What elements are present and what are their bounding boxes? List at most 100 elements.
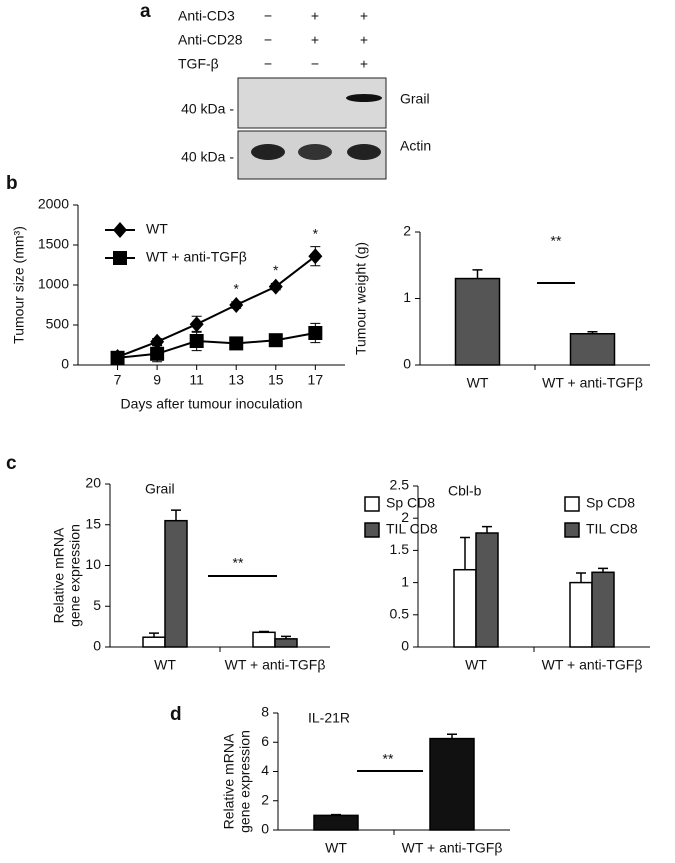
marker	[308, 326, 323, 340]
y-tick-label: 500	[46, 316, 70, 332]
chart-title: Grail	[145, 481, 175, 497]
y-tick-label: 2	[261, 791, 269, 807]
y-axis-label: Relative mRNA	[51, 527, 67, 623]
error-bar	[587, 331, 598, 334]
panel-letter: b	[6, 173, 18, 194]
error-bar	[281, 635, 291, 639]
y-tick-label: 0	[93, 638, 101, 654]
treatment-sign: −	[264, 32, 272, 48]
legend-label: Sp CD8	[386, 495, 435, 511]
marker	[229, 297, 244, 313]
error-bar	[447, 733, 457, 739]
y-tick-label: 1000	[38, 276, 69, 292]
x-tick-label: 15	[268, 372, 284, 388]
error-bar	[259, 630, 269, 633]
error-bar	[171, 509, 181, 521]
y-tick-label: 20	[85, 475, 101, 491]
band	[347, 144, 381, 160]
legend-label: TIL CD8	[386, 521, 438, 537]
y-tick-label: 1.5	[390, 541, 410, 557]
treatment-sign: −	[264, 8, 272, 24]
bar	[569, 332, 616, 366]
treatment-sign: +	[311, 8, 319, 24]
marker	[110, 350, 125, 365]
bar	[453, 568, 477, 648]
y-tick-label: 1	[403, 289, 411, 305]
y-axis-label: Tumour weight (g)	[353, 242, 369, 355]
treatment-sign: +	[360, 56, 368, 72]
legend-swatch	[364, 496, 380, 512]
panel-letter: c	[6, 453, 17, 474]
marker	[229, 336, 244, 351]
x-tick-label: WT + anti-TGFβ	[542, 657, 643, 673]
annotation: *	[273, 262, 279, 278]
marker	[150, 346, 165, 361]
y-tick-label: 0.5	[390, 606, 410, 622]
y-tick-label: 8	[261, 704, 269, 720]
chart-title: IL-21R	[308, 710, 350, 726]
x-tick-label: WT + anti-TGFβ	[225, 657, 326, 673]
x-tick-label: WT + anti-TGFβ	[402, 840, 503, 856]
y-axis-label: Relative mRNA	[221, 733, 237, 829]
treatment-label: TGF-β	[178, 56, 219, 72]
legend-label: WT + anti-TGFβ	[146, 249, 247, 265]
x-tick-label: WT	[154, 657, 176, 673]
bar	[591, 571, 615, 648]
y-tick-label: 6	[261, 733, 269, 749]
error-bar	[472, 269, 483, 279]
treatment-label: Anti-CD3	[178, 8, 235, 24]
x-axis-label: Days after tumour inoculation	[120, 396, 302, 412]
y-tick-label: 2	[401, 509, 409, 525]
marker	[189, 316, 204, 333]
error-bar	[598, 567, 608, 573]
x-tick-label: 9	[153, 372, 161, 388]
annotation: **	[233, 555, 244, 571]
error-bar	[331, 813, 341, 816]
marker	[268, 278, 283, 295]
legend-swatch	[564, 496, 580, 512]
treatment-label: Anti-CD28	[178, 32, 243, 48]
marker	[308, 248, 323, 265]
x-tick-label: WT + anti-TGFβ	[542, 375, 643, 391]
error-bar	[482, 525, 492, 534]
x-tick-label: 11	[189, 372, 204, 388]
band-label: Grail	[400, 91, 430, 107]
treatment-sign: +	[311, 32, 319, 48]
legend-label: Sp CD8	[586, 495, 635, 511]
panel-letter: d	[170, 704, 182, 725]
bar	[454, 277, 501, 366]
marker	[268, 333, 283, 348]
panel-letter: a	[140, 1, 151, 22]
bar	[252, 631, 276, 648]
legend-swatch	[564, 522, 580, 538]
bar	[475, 532, 499, 648]
band	[251, 144, 285, 160]
y-tick-label: 2	[403, 223, 411, 239]
bar	[313, 814, 359, 831]
error-bar	[149, 632, 159, 638]
legend-label: WT	[146, 221, 168, 237]
y-tick-label: 10	[85, 556, 101, 572]
y-tick-label: 1500	[38, 236, 69, 252]
y-tick-label: 15	[85, 515, 101, 531]
bar	[429, 737, 475, 831]
x-tick-label: WT	[467, 375, 489, 391]
bar	[274, 638, 298, 648]
size-marker: 40 kDa -	[181, 101, 234, 117]
legend-label: TIL CD8	[586, 521, 638, 537]
treatment-sign: −	[264, 56, 272, 72]
band	[346, 94, 382, 102]
error-bar	[576, 572, 586, 583]
size-marker: 40 kDa -	[181, 149, 234, 165]
blot-box	[237, 77, 387, 129]
y-tick-label: 5	[93, 597, 101, 613]
treatment-sign: −	[311, 56, 319, 72]
y-tick-label: 0	[61, 356, 69, 372]
y-tick-label: 0	[403, 356, 411, 372]
x-tick-label: WT	[465, 657, 487, 673]
x-tick-label: WT	[325, 840, 347, 856]
bar	[569, 581, 593, 648]
annotation: *	[313, 225, 319, 241]
annotation: *	[233, 281, 239, 297]
y-axis-label: gene expression	[67, 524, 83, 627]
